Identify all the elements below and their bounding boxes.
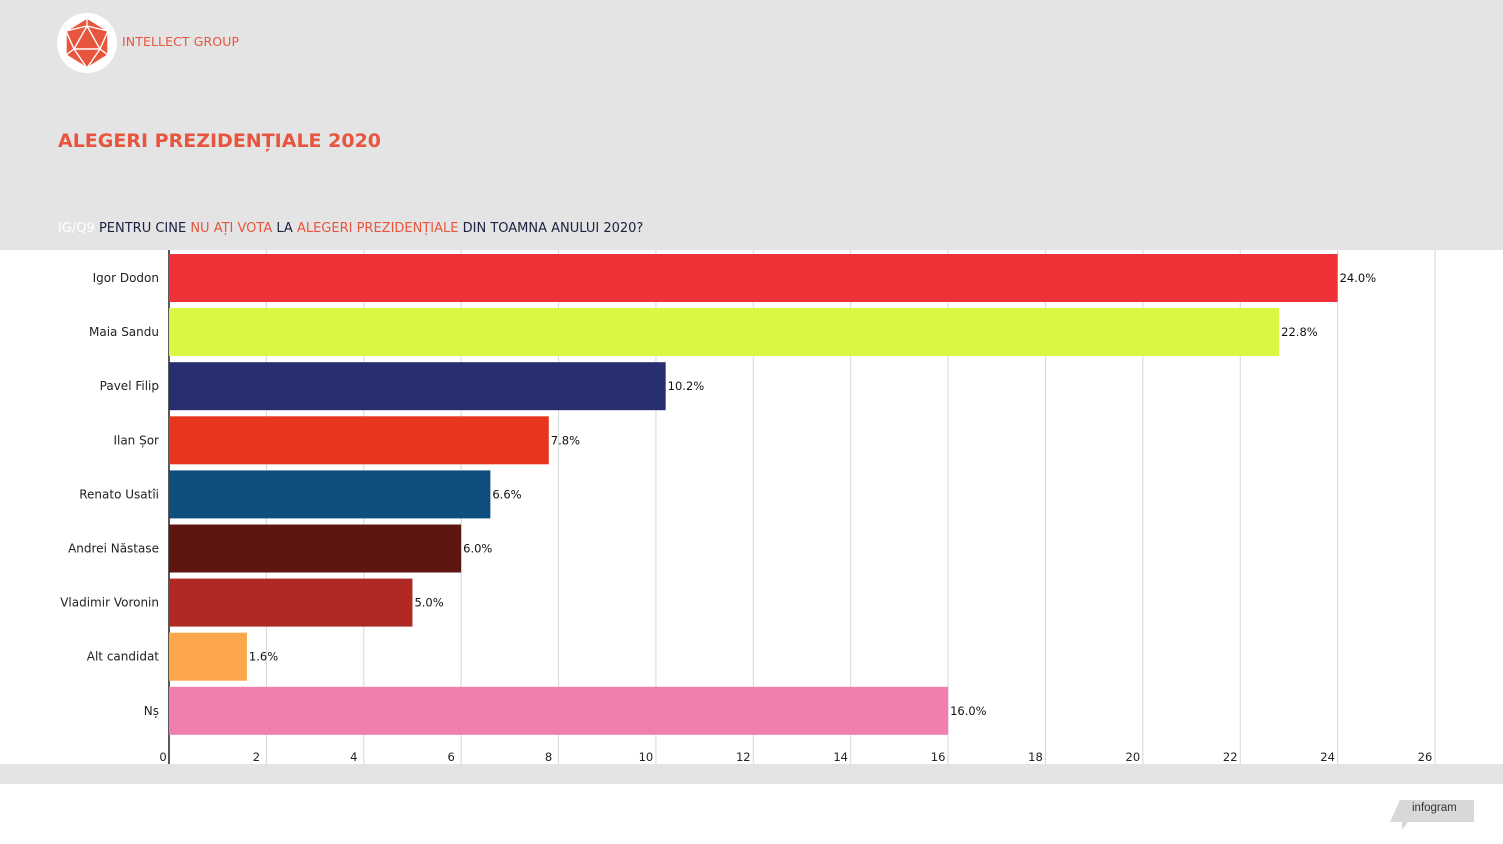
data-label: 22.8%	[1281, 325, 1318, 339]
question-highlight-1: NU AȚI VOTA	[190, 221, 273, 236]
category-label: Andrei Năstase	[68, 542, 159, 556]
x-tick-label: 12	[736, 750, 751, 764]
x-tick-label: 26	[1418, 750, 1433, 764]
question-part-2: LA	[276, 221, 293, 236]
question-part-3: DIN TOAMNA ANULUI 2020?	[462, 221, 644, 236]
bars	[169, 254, 1338, 735]
question-highlight-2: ALEGERI PREZIDENȚIALE	[296, 221, 459, 236]
bar	[169, 308, 1280, 357]
x-tick-label: 14	[833, 750, 848, 764]
infogram-badge-icon	[1390, 800, 1474, 830]
bar	[169, 578, 413, 627]
x-tick-label: 4	[350, 750, 357, 764]
header-band	[0, 0, 1503, 250]
category-label: Vladimir Voronin	[60, 596, 159, 610]
data-label: 16.0%	[950, 704, 987, 718]
category-label: Alt candidat	[87, 650, 160, 664]
bar	[169, 470, 491, 519]
x-tick-label: 18	[1028, 750, 1043, 764]
x-tick-label: 2	[253, 750, 260, 764]
data-label: 6.0%	[463, 542, 492, 556]
category-label: Pavel Filip	[100, 379, 159, 393]
intellect-group-logo-icon	[57, 13, 117, 73]
question-code: IG/Q9	[58, 221, 95, 236]
brand-name: INTELLECT GROUP	[122, 34, 240, 49]
x-tick-label: 24	[1320, 750, 1335, 764]
footer-band	[0, 764, 1503, 784]
x-tick-label: 16	[931, 750, 946, 764]
x-tick-label: 0	[159, 750, 166, 764]
bar	[169, 524, 462, 573]
category-label: Nș	[144, 704, 159, 718]
category-label: Igor Dodon	[93, 271, 159, 285]
x-tick-label: 6	[447, 750, 454, 764]
bar	[169, 416, 549, 465]
chart-question: IG/Q9 PENTRU CINE NU AȚI VOTA LA ALEGERI…	[58, 221, 643, 236]
bar	[169, 632, 247, 681]
category-label: Maia Sandu	[89, 325, 159, 339]
data-label: 10.2%	[668, 379, 705, 393]
x-tick-label: 10	[639, 750, 654, 764]
data-label: 1.6%	[249, 650, 278, 664]
bar	[169, 254, 1338, 302]
page-title: ALEGERI PREZIDENȚIALE 2020	[58, 130, 382, 152]
category-label: Renato Usatîi	[79, 487, 159, 501]
infogram-badge-label[interactable]: infogram	[1412, 802, 1457, 814]
data-label: 5.0%	[414, 596, 443, 610]
data-label: 24.0%	[1340, 271, 1377, 285]
bar	[169, 362, 666, 411]
bar	[169, 686, 949, 735]
data-label: 7.8%	[551, 433, 580, 447]
x-tick-label: 20	[1126, 750, 1141, 764]
x-tick-label: 22	[1223, 750, 1238, 764]
category-label: Ilan Șor	[113, 433, 159, 447]
question-part-1: PENTRU CINE	[98, 221, 187, 236]
x-tick-label: 8	[545, 750, 552, 764]
data-label: 6.6%	[492, 487, 521, 501]
